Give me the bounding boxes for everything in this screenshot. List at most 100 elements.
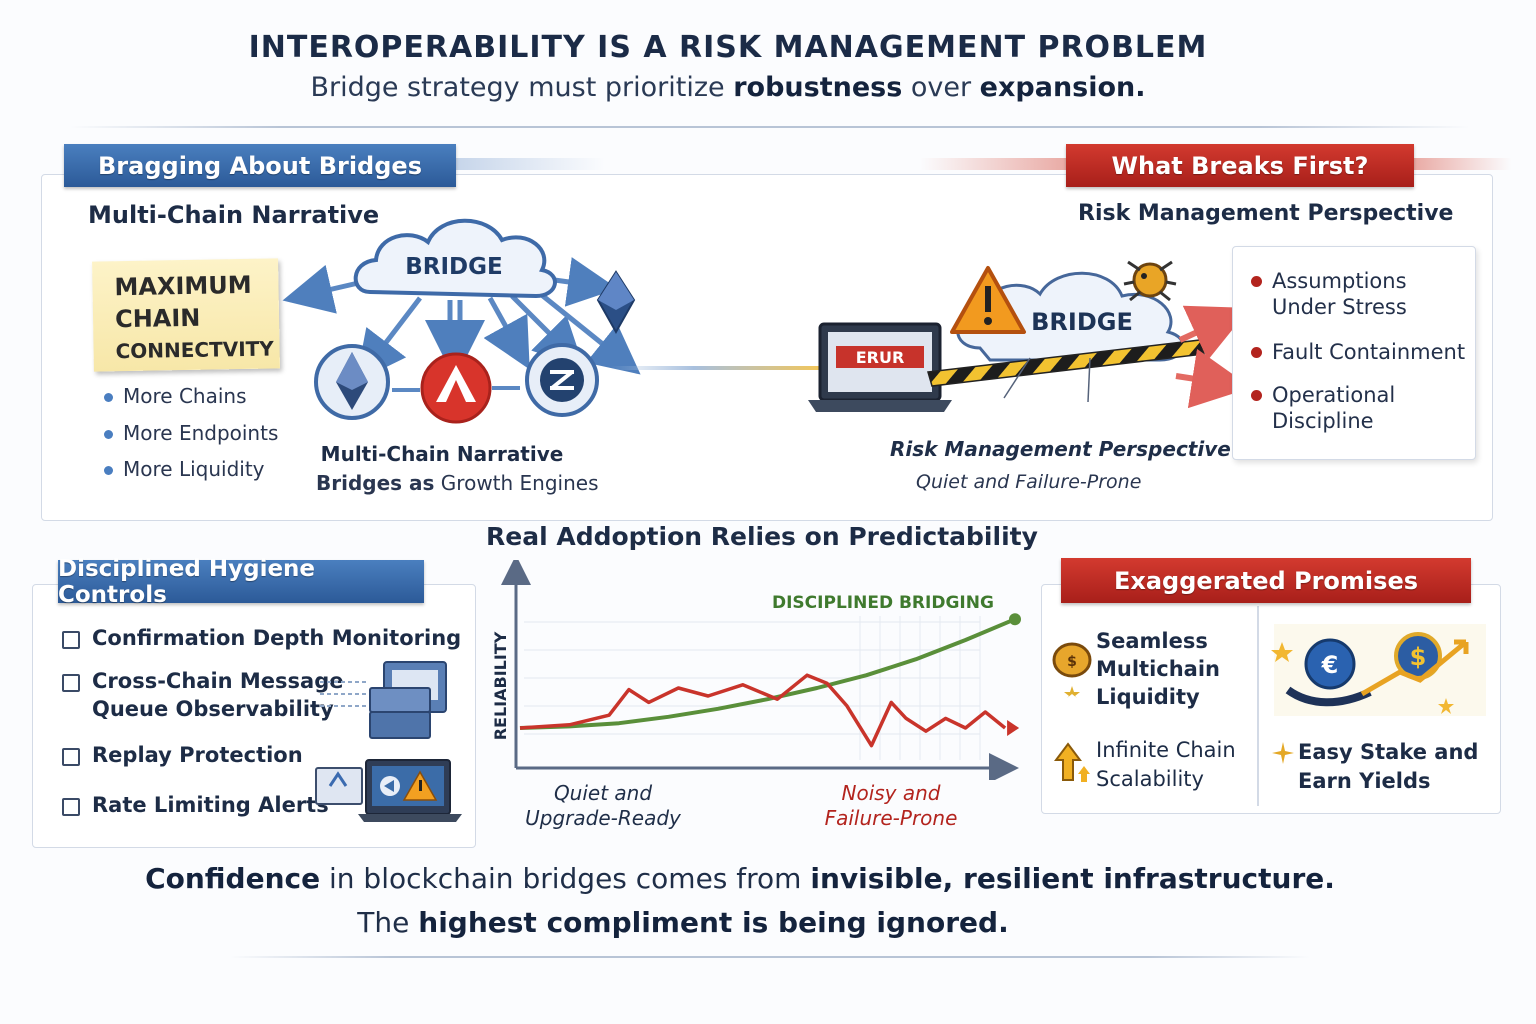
x-tick-line: Failure-Prone [824,806,958,830]
footer-bold: invisible, resilient infrastructure. [810,862,1335,895]
bullet-line: Under Stress [1272,295,1407,319]
x-tick-line: Upgrade-Ready [525,806,681,830]
footer-divider [230,956,1310,958]
panel-divider [1257,606,1259,806]
control-confirmation-depth: Confirmation Depth Monitoring [92,626,462,650]
control-message-queue: Cross-Chain Message Queue Observability [92,667,344,723]
bug-icon [1123,260,1177,302]
subtitle-text: over [902,72,980,103]
subtitle-text: Bridge strategy must prioritize [310,72,734,103]
bridge-hub-illustration: BRIDGE [282,218,641,424]
promise-infinite-scalability: Infinite Chain Scalability [1096,736,1236,794]
series-line-disciplined [519,617,1016,730]
laptop-error-text: ERUR [856,348,905,367]
control-line: Queue Observability [92,697,334,721]
promise-stake-yields: Easy Stake and Earn Yields [1298,738,1478,796]
bullet-more-endpoints: More Endpoints [104,421,278,445]
reliability-chart: RELIABILITY DISCIPLINED BRIDGING [491,560,1021,780]
control-line: Cross-Chain Message [92,669,344,693]
ethereum-icon [314,344,390,420]
max-connectivity-note: MAXIMUM CHAIN CONNECTVITY [92,258,280,372]
checkbox-icon [62,798,80,816]
series-arrowhead [1007,720,1020,736]
promise-line: Earn Yields [1298,769,1431,793]
risk-heading: Risk Management Perspective [1078,201,1454,226]
bullet-more-chains: More Chains [104,384,247,408]
bullet-dot [1251,276,1262,287]
note-line: CHAIN [114,303,201,334]
page-title: INTEROPERABILITY IS A RISK MANAGEMENT PR… [248,30,1208,65]
footer-line-2: The highest compliment is being ignored. [0,906,1366,939]
caption-bold: Bridges as [316,471,435,495]
svg-text:$: $ [1067,654,1077,670]
avalanche-icon [420,352,492,424]
coin-icon: $ [1052,642,1092,698]
coin-icon: € [1304,638,1356,690]
footer-bold: Confidence [145,862,321,895]
bullet-line: Discipline [1272,409,1374,433]
right-caption-sub: Quiet and Failure-Prone [916,471,1142,493]
promise-line: Infinite Chain [1096,738,1236,762]
footer-text: The [357,906,419,939]
promise-line: Scalability [1096,767,1204,791]
cloud-icon [353,218,557,299]
ethereum-icon [596,270,636,335]
laptop-icon [315,759,462,822]
promise-line: Seamless [1096,629,1208,653]
risk-arrow [1175,348,1240,409]
banner-trail [455,158,605,170]
caption-rest: Growth Engines [434,471,599,495]
bullet-line: Assumptions [1272,269,1407,293]
series-label: DISCIPLINED BRIDGING [772,593,994,613]
data-point [1009,613,1021,626]
bullet-fault-containment: Fault Containment [1272,340,1466,364]
subtitle-emphasis: expansion. [979,72,1146,103]
promise-line: Liquidity [1096,685,1200,709]
x-tick-left: Quiet and Upgrade-Ready [520,781,686,831]
chart-grid [524,616,981,760]
broken-bridge-illustration: ERUR BRIDGE [808,260,1240,412]
crack-line [1003,357,1031,399]
multichain-heading: Multi-Chain Narrative [88,201,380,229]
page-subtitle: Bridge strategy must prioritize robustne… [0,72,1456,103]
what-breaks-banner: What Breaks First? [1066,144,1414,187]
promise-line: Easy Stake and [1298,740,1479,764]
x-tick-line: Quiet and [553,781,653,805]
left-caption-sub: Bridges as Growth Engines [316,471,599,495]
promises-banner: Exaggerated Promises [1061,558,1471,603]
series-line-noisy [519,673,1007,748]
up-arrow-icon [1054,742,1090,782]
control-replay-protection: Replay Protection [92,743,303,767]
bullet-operational-discipline: Operational Discipline [1272,382,1395,434]
footer-line-1: Confidence in blockchain bridges comes f… [0,862,1480,895]
checkbox-icon [62,748,80,766]
sparkle-icon [1272,742,1294,764]
note-line: CONNECTVITY [115,336,274,364]
bullet-assumptions: Assumptions Under Stress [1272,268,1407,320]
yield-illustration: € $ [1271,624,1486,716]
svg-text:$: $ [1410,643,1427,671]
header-divider [70,126,1470,128]
checkbox-icon [62,674,80,692]
svg-text:€: € [1321,651,1339,679]
banner-trail [920,158,1070,170]
bullet-more-liquidity: More Liquidity [104,457,265,481]
bullet-dot [1251,390,1262,401]
broken-bridge-label: BRIDGE [1031,308,1133,336]
x-tick-right: Noisy and Failure-Prone [808,781,974,831]
checkbox-icon [62,631,80,649]
note-line: MAXIMUM [114,270,252,302]
left-caption-title: Multi-Chain Narrative [320,442,564,466]
warning-icon [950,266,1026,334]
risk-checklist-card [1232,246,1476,460]
bridge-label: BRIDGE [405,254,502,280]
promise-seamless-liquidity: Seamless Multichain Liquidity [1096,627,1220,711]
hygiene-banner: Disciplined Hygiene Controls [58,556,424,608]
x-tick-line: Noisy and [841,781,941,805]
connector-line [610,366,820,370]
monitoring-illustration [315,661,462,822]
bullet-dot [1251,347,1262,358]
bragging-banner: Bragging About Bridges [64,144,456,187]
laptop-icon: ERUR [808,322,952,412]
series-layer [519,613,1021,748]
